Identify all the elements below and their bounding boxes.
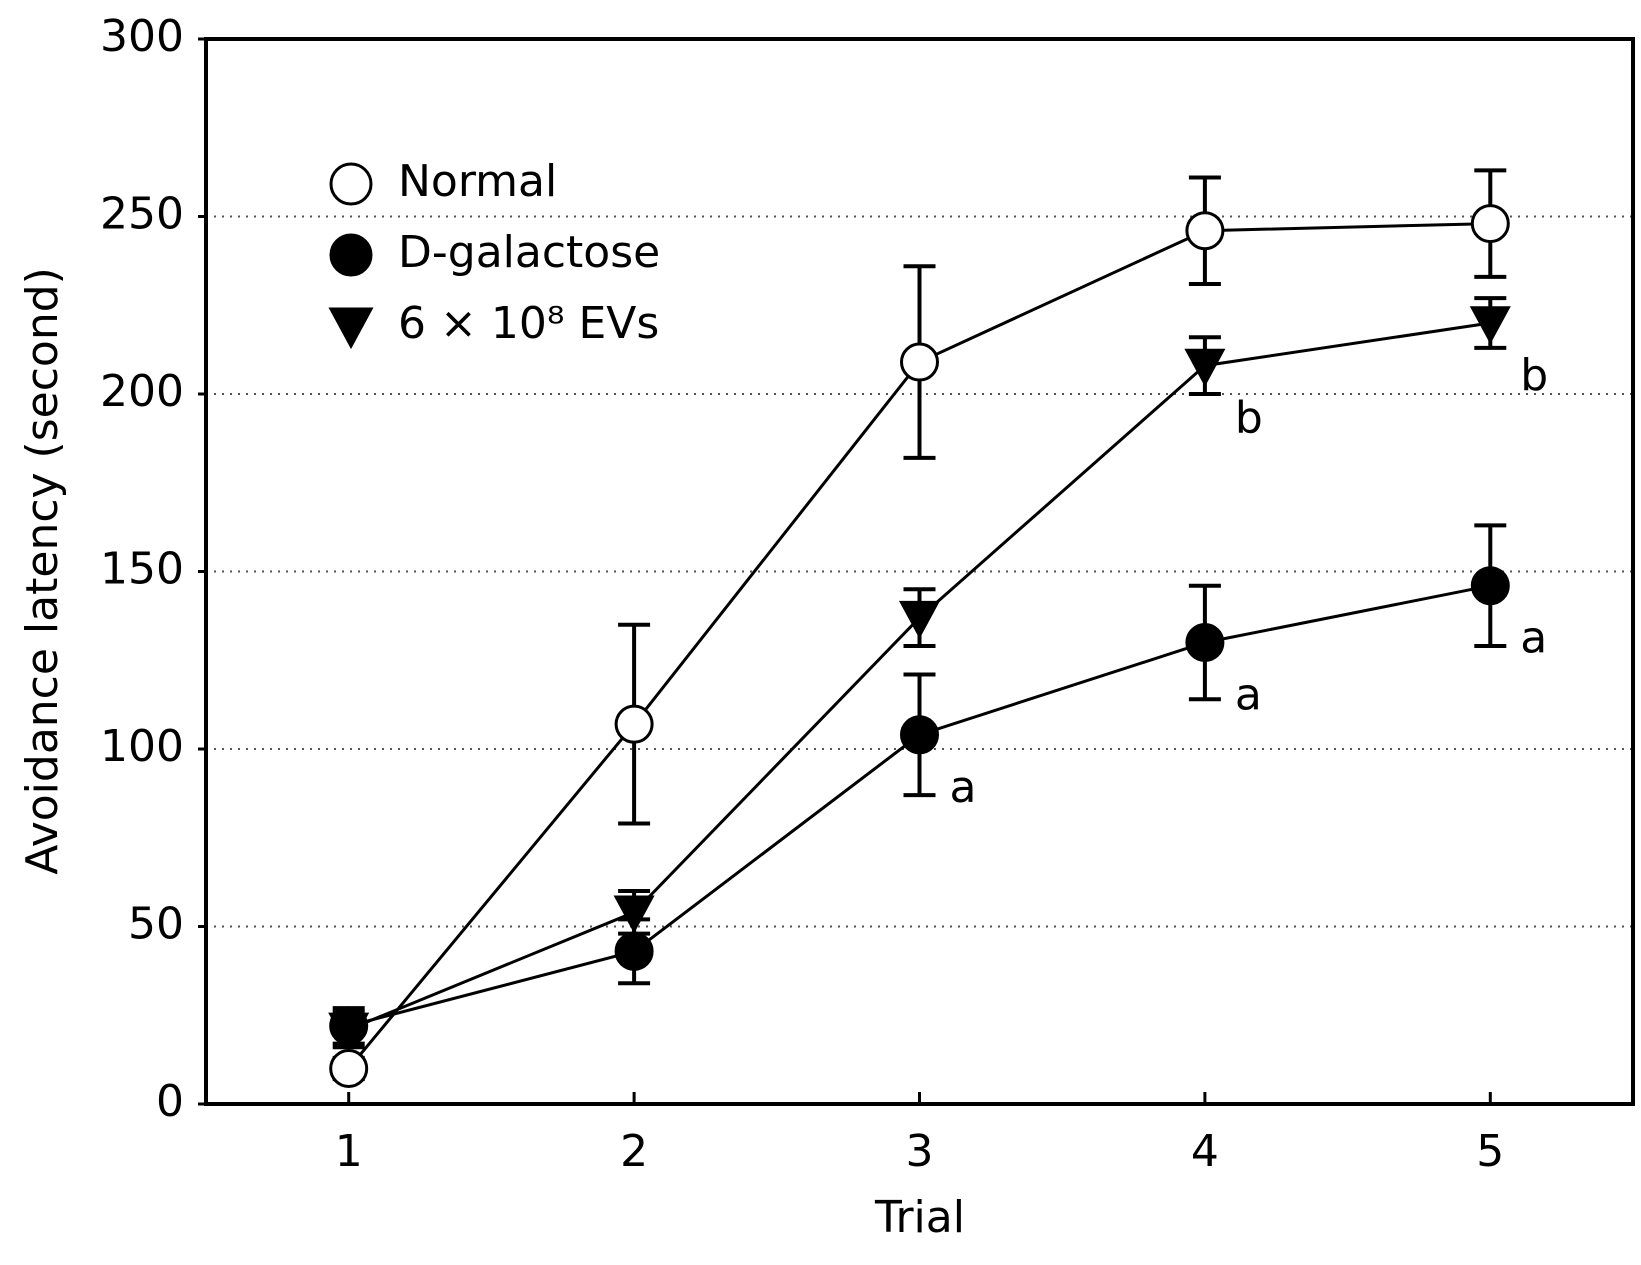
data-point <box>328 1012 370 1051</box>
x-tick-label: 2 <box>620 1126 648 1177</box>
y-tick-label: 300 <box>100 11 184 62</box>
y-tick-label: 50 <box>128 899 184 950</box>
legend-label: Normal <box>398 156 557 207</box>
y-tick-label: 200 <box>100 366 184 417</box>
y-tick-label: 0 <box>156 1076 184 1127</box>
y-tick-label: 100 <box>100 721 184 772</box>
y-axis-title: Avoidance latency (second) <box>17 267 68 875</box>
data-point <box>613 895 655 934</box>
point-label: b <box>1520 350 1548 401</box>
point-label: a <box>950 762 977 813</box>
plot-frame <box>204 37 1635 1106</box>
point-label: b <box>1235 393 1263 444</box>
legend-marker <box>329 162 373 206</box>
legend-label: 6 × 10⁸ EVs <box>398 298 659 349</box>
x-tick-label: 5 <box>1476 1126 1504 1177</box>
data-point <box>1185 623 1225 662</box>
data-point <box>1470 204 1510 244</box>
y-tick-label: 150 <box>100 544 184 595</box>
x-tick-label: 1 <box>335 1126 363 1177</box>
point-label: a <box>1235 670 1262 721</box>
y-tick-label: 250 <box>100 189 184 240</box>
legend-label: D-galactose <box>398 227 660 278</box>
x-tick-label: 4 <box>1191 1126 1219 1177</box>
legend-marker <box>328 307 374 350</box>
data-point <box>614 704 654 744</box>
legend-marker <box>329 233 373 277</box>
data-point <box>614 931 654 971</box>
data-point <box>1184 348 1226 387</box>
data-point <box>1469 306 1511 345</box>
data-point <box>1185 211 1225 251</box>
point-label: a <box>1520 613 1547 664</box>
x-axis-title: Trial <box>874 1192 965 1243</box>
data-point <box>1470 566 1510 606</box>
data-point <box>900 715 939 755</box>
x-tick-label: 3 <box>906 1126 934 1177</box>
data-point <box>900 342 939 382</box>
data-point <box>329 1049 369 1088</box>
data-point <box>898 600 941 639</box>
